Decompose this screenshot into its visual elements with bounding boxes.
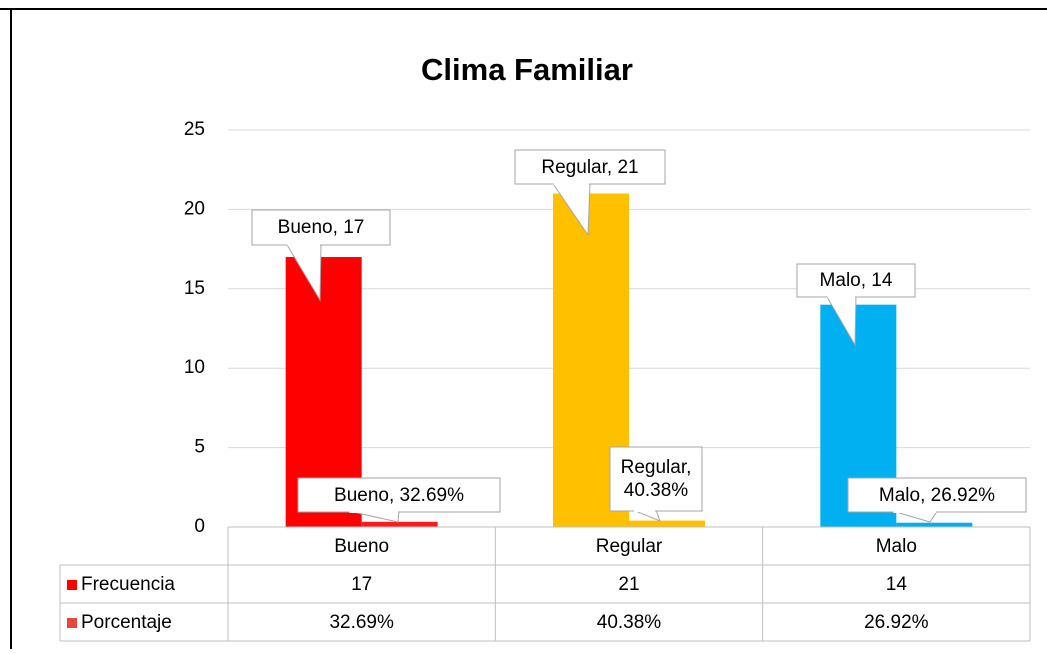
data-label: Regular, 40.38% (609, 446, 703, 522)
callout-box (514, 149, 666, 185)
x-tick-label: Malo (876, 536, 917, 557)
y-tick-label: 25 (184, 119, 205, 140)
legend-label: Frecuencia (81, 574, 175, 595)
chart-title: Clima Familiar (421, 52, 633, 87)
label-value: 21 (617, 156, 639, 178)
callout-box (609, 446, 703, 512)
data-label: Malo, 14 (796, 263, 916, 347)
label-value: 40.38% (623, 480, 689, 501)
label-category: Malo (878, 484, 921, 506)
label-category: Regular (620, 457, 687, 478)
callout-text: Regular, 40.38% (620, 457, 692, 501)
callout-box (847, 477, 1027, 513)
table-cell: 40.38% (597, 612, 662, 633)
x-tick-label: Bueno (334, 536, 389, 557)
table-cell: 26.92% (864, 612, 929, 633)
callout-text: Malo, 26.92% (878, 484, 996, 506)
y-tick-label: 5 (194, 437, 205, 458)
bar (629, 520, 705, 527)
label-category: Malo (819, 270, 861, 291)
data-label: Malo, 26.92% (847, 477, 1027, 523)
bar (361, 521, 438, 527)
callout-label: Regular, 40.38% (620, 457, 692, 501)
x-tick-label: Regular (596, 536, 663, 557)
y-tick-label: 20 (184, 198, 205, 219)
callout-text: Bueno, 32.69% (334, 484, 464, 506)
table-cell: 32.69% (329, 612, 394, 633)
data-label: Bueno, 32.69% (297, 477, 501, 523)
data-label: Regular, 21 (514, 149, 666, 237)
legend-key (67, 618, 77, 628)
callout-box (297, 477, 501, 513)
callout-box (796, 263, 916, 298)
bar (896, 522, 973, 527)
callout-text: Malo, 14 (819, 270, 893, 291)
label-value: 17 (343, 217, 365, 238)
callout-label: Bueno, 32.69% (334, 484, 464, 506)
y-tick-label: 15 (184, 278, 205, 299)
label-category: Regular (541, 156, 607, 178)
callout-label: Bueno, 17 (277, 217, 365, 238)
label-value: 26.92% (930, 484, 996, 506)
callout-label: Malo, 14 (819, 270, 893, 291)
legend-label: Porcentaje (81, 612, 172, 633)
table-cell: 21 (618, 574, 639, 595)
data-label: Bueno, 17 (251, 209, 391, 302)
callout-label: Regular, 21 (541, 156, 639, 178)
label-value: 14 (871, 270, 893, 291)
label-category: Bueno (334, 484, 389, 506)
callout-text: Regular, 21 (541, 156, 639, 178)
callout-label: Malo, 26.92% (878, 484, 996, 506)
y-tick-label: 10 (184, 357, 205, 378)
table-cell: 17 (351, 574, 372, 595)
label-category: Bueno (277, 217, 333, 238)
table-cell: 14 (886, 574, 908, 595)
y-tick-label: 0 (194, 516, 205, 537)
legend-key (67, 580, 77, 590)
label-value: 32.69% (399, 484, 464, 506)
callout-text: Bueno, 17 (277, 217, 365, 238)
callout-box (251, 209, 391, 246)
